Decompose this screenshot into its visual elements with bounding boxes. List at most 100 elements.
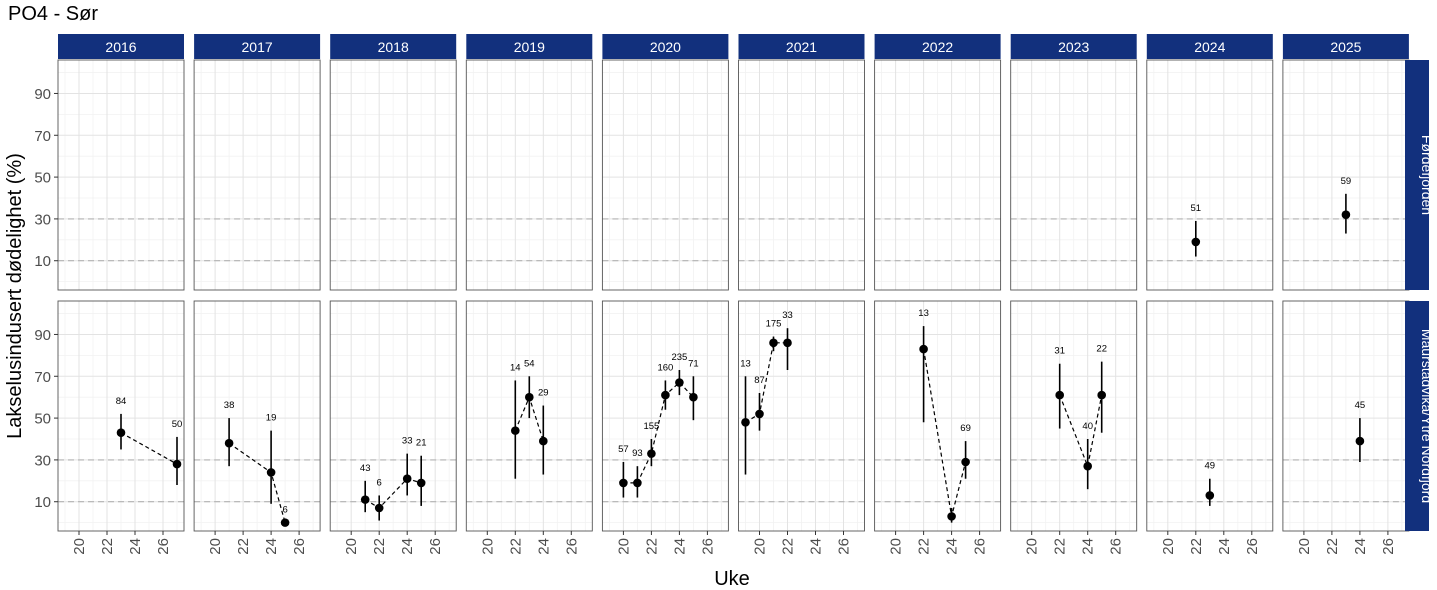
x-tick-label: 24 <box>399 538 416 555</box>
strip-column-label: 2025 <box>1330 39 1361 55</box>
strip-column <box>602 34 729 59</box>
series-line <box>364 478 422 509</box>
panel-border <box>874 59 1002 291</box>
panel <box>1146 59 1274 291</box>
x-tick-label: 22 <box>371 538 388 555</box>
x-tick-label: 26 <box>563 538 580 555</box>
data-point <box>224 438 234 448</box>
strip-column <box>330 34 457 59</box>
x-tick-label: 22 <box>1324 538 1341 555</box>
panel-data: 84 50 <box>116 396 182 485</box>
strip-row <box>1405 60 1429 290</box>
strip-column-label: 2023 <box>1058 39 1089 55</box>
y-tick-label: 30 <box>34 211 51 228</box>
data-label: 59 <box>1341 176 1352 187</box>
data-point <box>947 512 956 521</box>
data-label: 71 <box>688 358 699 369</box>
panel-border <box>1010 300 1138 532</box>
panel <box>1010 59 1138 291</box>
x-tick-label: 24 <box>1216 538 1233 555</box>
data-point <box>675 378 684 387</box>
x-tick-label: 26 <box>836 538 853 555</box>
strip-column <box>194 34 321 59</box>
data-label: 57 <box>618 444 629 455</box>
strip-column <box>1282 34 1409 59</box>
data-point <box>689 392 698 402</box>
panel-border <box>465 59 593 291</box>
panel-data: 51 <box>1191 203 1202 257</box>
panel-border <box>465 300 593 532</box>
data-label: 51 <box>1191 203 1202 214</box>
x-tick-label: 26 <box>1244 538 1261 555</box>
data-point <box>511 426 520 435</box>
panel <box>601 59 729 291</box>
panel-border <box>329 300 457 532</box>
x-tick-label: 20 <box>1024 538 1041 555</box>
x-tick-label: 20 <box>479 538 496 555</box>
data-label: 93 <box>632 448 643 459</box>
panel-data: 31 40 22 <box>1054 344 1107 490</box>
strip-column <box>738 34 865 59</box>
data-point <box>619 478 628 488</box>
data-label: 45 <box>1355 400 1366 411</box>
x-tick-label: 26 <box>1380 538 1397 555</box>
x-tick-label: 20 <box>1296 538 1313 555</box>
data-label: 13 <box>918 308 929 319</box>
panel-border <box>1146 300 1274 532</box>
y-axis-title: Lakselusindusert dødelighet (%) <box>4 153 26 439</box>
data-label: 19 <box>266 413 277 424</box>
strip-column-label: 2016 <box>105 39 136 55</box>
data-label: 175 <box>766 319 782 330</box>
x-tick-label: 24 <box>1080 538 1097 555</box>
data-point <box>116 428 126 438</box>
data-point <box>360 495 370 504</box>
x-tick-label: 26 <box>699 538 716 555</box>
strip-column <box>466 34 593 59</box>
panel-data: 13 69 <box>918 308 971 523</box>
x-tick-label: 24 <box>944 538 961 555</box>
data-label: 6 <box>377 477 382 488</box>
data-point <box>402 474 412 484</box>
data-point <box>1097 390 1106 400</box>
panel-border <box>1010 59 1138 291</box>
x-tick-label: 24 <box>127 538 144 555</box>
panel-border <box>57 300 185 532</box>
y-tick-label: 70 <box>34 128 51 145</box>
data-label: 38 <box>224 400 235 411</box>
panel-border <box>329 59 457 291</box>
x-tick-label: 22 <box>643 538 660 555</box>
panel-border <box>738 300 865 532</box>
panel-data: 45 <box>1355 400 1366 462</box>
data-point <box>1205 491 1215 500</box>
data-label: 29 <box>538 388 549 399</box>
strip-column-label: 2019 <box>514 39 545 55</box>
series-line <box>745 342 788 423</box>
x-axis-title: Uke <box>714 568 750 590</box>
strip-column-label: 2024 <box>1194 39 1225 55</box>
panel-border <box>57 59 185 291</box>
x-tick-label: 22 <box>916 538 933 555</box>
x-tick-label: 22 <box>1188 538 1205 555</box>
x-tick-label: 26 <box>155 538 172 555</box>
data-point <box>769 338 778 348</box>
y-tick-label: 30 <box>34 452 51 469</box>
y-tick-label: 90 <box>34 327 51 344</box>
data-label: 33 <box>402 436 413 447</box>
strip-row-label: Maurstadvika/Ytre Nordfjord <box>1419 329 1435 503</box>
y-tick-label: 70 <box>34 369 51 386</box>
data-point <box>633 478 642 488</box>
data-label: 87 <box>754 375 765 386</box>
x-tick-label: 20 <box>207 538 224 555</box>
x-tick-label: 22 <box>507 538 524 555</box>
panel-data: 14 54 29 <box>510 358 549 479</box>
strip-column-label: 2021 <box>786 39 817 55</box>
panel <box>329 59 457 291</box>
data-label: 21 <box>416 438 427 449</box>
x-tick-label: 22 <box>235 538 252 555</box>
data-point <box>1355 436 1365 446</box>
x-tick-label: 20 <box>752 538 769 555</box>
x-tick-label: 24 <box>535 538 552 555</box>
data-point <box>1191 237 1201 247</box>
